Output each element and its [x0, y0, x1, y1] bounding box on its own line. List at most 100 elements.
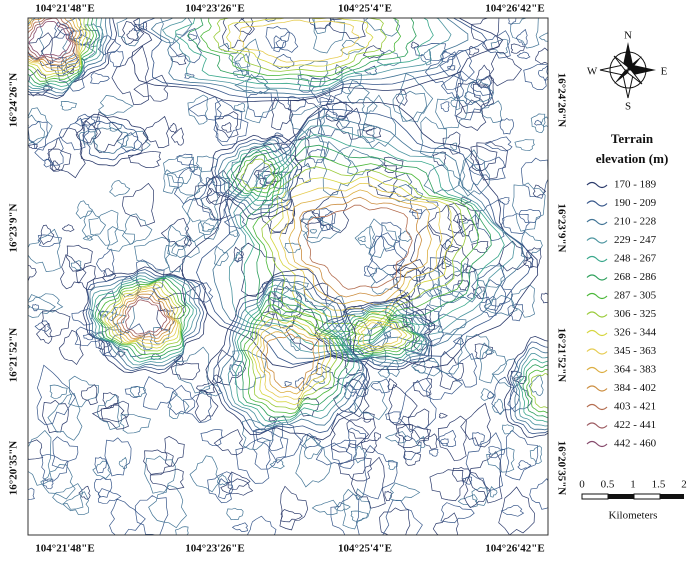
contour-line [532, 184, 547, 198]
contour-line [94, 477, 113, 498]
contour-line [501, 424, 514, 435]
contour-line [211, 176, 231, 187]
contour-line [284, 242, 302, 254]
contour-line [273, 132, 284, 138]
contour-line [107, 287, 179, 346]
contour-line [28, 20, 71, 57]
contour-line [447, 244, 461, 253]
contour-line [361, 94, 396, 149]
contour-line [373, 432, 381, 441]
contour-line [41, 310, 71, 338]
coord-label: 16°21'52"N [8, 328, 20, 383]
scale-label: 0 [579, 479, 585, 491]
contour-line [144, 455, 176, 494]
contour-line [436, 235, 469, 280]
contour-line [227, 471, 251, 490]
contour-line [501, 213, 530, 235]
contour-line [220, 279, 365, 431]
legend-swatch [586, 292, 608, 300]
contour-line [187, 94, 208, 125]
legend-swatch [586, 440, 608, 448]
coord-label: 104°25'4"E [338, 3, 392, 15]
contour-line [465, 265, 477, 274]
contour-line [215, 111, 239, 138]
contour-line [100, 400, 129, 430]
contour-line [49, 384, 68, 399]
contour-line [94, 456, 107, 474]
contour-line [392, 266, 418, 298]
contour-line [498, 240, 527, 272]
contour-line [184, 72, 195, 79]
contour-line [346, 80, 370, 105]
contour-line [150, 18, 469, 96]
legend-swatch [586, 422, 608, 429]
contour-line [238, 19, 361, 63]
contour-line [231, 350, 267, 391]
contour-line [28, 18, 101, 88]
contour-line [526, 368, 548, 414]
contour-line [133, 74, 169, 102]
contour-line [260, 328, 320, 395]
contour-line [522, 364, 548, 419]
contour-line [267, 203, 295, 233]
legend-label: 403 - 421 [614, 401, 656, 413]
contour-line [460, 402, 492, 448]
contour-line [535, 47, 548, 65]
contour-line [240, 242, 276, 298]
contour-line [505, 429, 539, 481]
contour-line [510, 18, 540, 49]
contour-line [218, 478, 234, 500]
contour-line [306, 204, 413, 290]
contour-line [377, 49, 402, 67]
contour-line [426, 333, 463, 375]
contour-line [187, 18, 417, 83]
map-frame [27, 17, 549, 536]
contour-line [388, 384, 418, 425]
contour-line [480, 388, 496, 401]
contour-line [319, 113, 353, 162]
contour-line [412, 208, 423, 220]
legend-label: 190 - 209 [614, 197, 657, 209]
contour-line [337, 501, 351, 512]
contour-line [228, 229, 239, 237]
contour-line [309, 18, 331, 29]
contour-line [295, 435, 332, 488]
contour-line [74, 113, 96, 127]
contour-line [486, 391, 495, 400]
contour-line [312, 18, 332, 35]
contour-line [264, 18, 277, 22]
contour-line [60, 254, 87, 290]
legend-label: 170 - 189 [614, 179, 657, 191]
contour-line [313, 18, 345, 54]
contour-line [423, 433, 438, 450]
contour-line [388, 314, 413, 329]
contour-line [213, 18, 387, 73]
contour-line [161, 18, 452, 92]
contour-line [518, 208, 542, 223]
contour-line [450, 95, 461, 111]
contour-line [424, 304, 440, 328]
contour-line [183, 235, 192, 247]
contour-line [255, 173, 267, 190]
contour-line [304, 128, 329, 169]
contour-line [299, 433, 322, 449]
legend-label: 364 - 383 [614, 364, 657, 376]
contour-line [336, 107, 362, 140]
contour-line [90, 275, 198, 366]
contour-line [411, 357, 426, 374]
contour-line [78, 130, 96, 145]
legend-swatch [586, 218, 608, 226]
contour-line [240, 297, 350, 418]
legend-label: 287 - 305 [614, 290, 657, 302]
contour-line [222, 18, 253, 49]
contour-line [216, 349, 246, 386]
contour-line [346, 417, 376, 440]
contour-line [311, 499, 338, 515]
contour-line [409, 224, 448, 275]
contour-line [100, 281, 183, 352]
contour-line [458, 217, 474, 237]
contour-line [188, 33, 198, 42]
contour-line [386, 359, 400, 378]
contour-line [435, 96, 468, 129]
contour-line [399, 379, 437, 433]
